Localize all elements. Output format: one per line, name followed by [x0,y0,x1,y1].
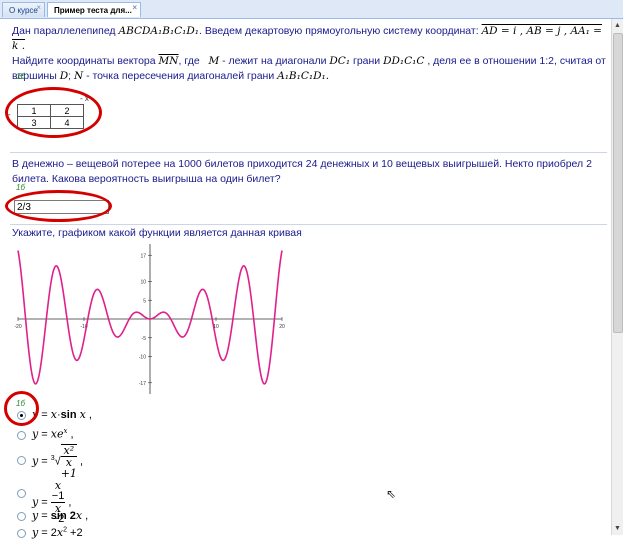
score-mark: 1б [16,183,25,192]
score-mark: 1б [16,72,25,81]
scroll-up-icon[interactable]: ▲ [614,22,621,29]
highlight-oval [5,190,112,222]
scroll-down-icon[interactable]: ▼ [614,525,621,532]
y-tick-label: 17 [140,253,146,259]
option-radio-3[interactable] [17,456,26,465]
scroll-thumb[interactable] [613,33,623,333]
option-radio-4[interactable] [17,489,26,498]
series-line [17,250,283,385]
close-icon[interactable]: × [132,3,137,12]
x-tick-label: -20 [14,324,21,330]
divider [10,224,607,225]
option-label-6: y = 2x2 +2 [32,526,83,539]
option-label-1: y = x·sin x , [32,408,92,421]
y-tick-label: 5 [143,298,146,304]
option-label-5: y = sin 2x , [32,509,89,522]
x-tick-label: 10 [213,324,219,330]
y-tick-label: 10 [140,280,146,286]
highlight-oval [5,87,102,138]
question-2-text: В денежно – вещевой потерее на 1000 биле… [12,158,592,185]
option-radio-6[interactable] [17,529,26,538]
tab-about-course[interactable]: О курсе × [2,2,45,17]
tab-label: Пример теста для... [54,6,132,15]
highlight-oval [4,391,39,426]
option-label-4: y = x −1 x −2 , [32,479,72,525]
x-tick-label: 20 [279,324,285,330]
y-tick-label: -5 [142,336,147,342]
option-label-2: y = xex , [32,427,74,441]
mouse-cursor-icon: ⇖ [386,487,397,501]
x-tick-label: -10 [80,324,87,330]
divider [10,152,607,153]
option-radio-2[interactable] [17,431,26,440]
option-radio-5[interactable] [17,512,26,521]
y-tick-label: -10 [139,355,146,361]
tab-test-example[interactable]: Пример теста для... × [47,2,141,17]
function-graph: -20 -10 10 20 17 10 5 -5 -10 -17 [14,244,285,394]
option-label-3: y = 3√ x² x +1 , [32,444,84,480]
question-1-text: Дан параллелепипед ABCDA₁B₁C₁D₁. Введем … [12,25,606,82]
y-tick-label: -17 [139,381,146,387]
question-3-text: Укажите, графиком какой функции является… [12,227,302,239]
close-icon[interactable]: × [36,3,41,12]
vertical-scrollbar[interactable]: ▲ ▼ [611,19,623,535]
tab-bar: О курсе × Пример теста для... × [0,0,623,19]
tab-label: О курсе [9,6,38,15]
